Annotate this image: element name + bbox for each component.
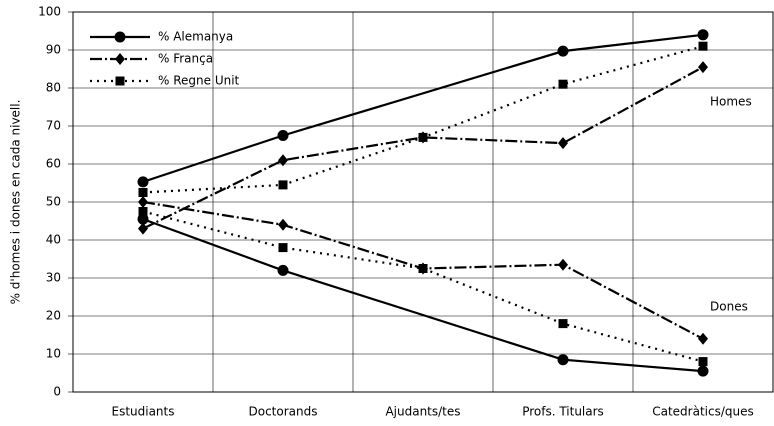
annotation: Dones <box>710 300 748 314</box>
marker <box>418 132 428 142</box>
y-tick-label: 60 <box>46 157 61 171</box>
legend-marker <box>114 31 126 43</box>
x-tick-label: Doctorands <box>249 405 318 419</box>
x-tick-label: Ajudants/tes <box>385 405 460 419</box>
y-tick-label: 40 <box>46 233 61 247</box>
series-line <box>142 66 704 230</box>
marker <box>558 258 568 271</box>
y-tick-label: 0 <box>53 385 61 399</box>
series-line <box>142 210 704 363</box>
marker <box>697 29 709 41</box>
y-axis-label: % d'homes i dones en cada nivell. <box>9 100 23 305</box>
marker <box>278 154 288 167</box>
plot-frame <box>72 11 774 393</box>
y-tick-label: 30 <box>46 271 61 285</box>
legend-label: % Regne Unit <box>158 74 240 88</box>
marker <box>698 61 708 74</box>
marker <box>558 79 568 89</box>
marker <box>558 137 568 150</box>
marker <box>418 264 428 273</box>
marker <box>558 319 568 329</box>
y-tick-label: 70 <box>46 119 61 133</box>
marker <box>277 130 289 141</box>
y-tick-label: 20 <box>46 309 61 323</box>
marker <box>278 243 288 253</box>
legend-label: % França <box>158 52 213 66</box>
series-line <box>142 45 704 194</box>
y-tick-label: 90 <box>46 43 61 57</box>
legend-label: % Alemanya <box>158 30 233 44</box>
series-line <box>142 33 704 183</box>
marker <box>557 354 569 366</box>
y-tick-label: 10 <box>46 347 61 361</box>
legend-marker <box>115 53 125 65</box>
x-tick-label: Profs. Titulars <box>522 405 604 419</box>
y-tick-label: 80 <box>46 81 61 95</box>
marker <box>698 357 708 367</box>
marker <box>278 218 288 231</box>
marker <box>138 188 148 197</box>
marker <box>138 207 148 216</box>
marker <box>278 180 288 190</box>
marker <box>277 264 289 276</box>
x-tick-label: Estudiants <box>111 405 174 419</box>
marker <box>137 176 149 188</box>
marker <box>698 41 708 51</box>
marker <box>138 196 148 208</box>
marker <box>138 222 148 235</box>
x-tick-label: Catedràtics/ques <box>652 405 754 419</box>
series-line <box>142 218 704 373</box>
annotation: Homes <box>710 95 752 109</box>
marker <box>697 365 709 377</box>
marker <box>557 45 569 57</box>
marker <box>137 213 149 225</box>
marker <box>698 332 708 345</box>
y-tick-label: 100 <box>38 5 61 19</box>
y-tick-label: 50 <box>46 195 61 209</box>
legend-marker <box>115 76 125 86</box>
